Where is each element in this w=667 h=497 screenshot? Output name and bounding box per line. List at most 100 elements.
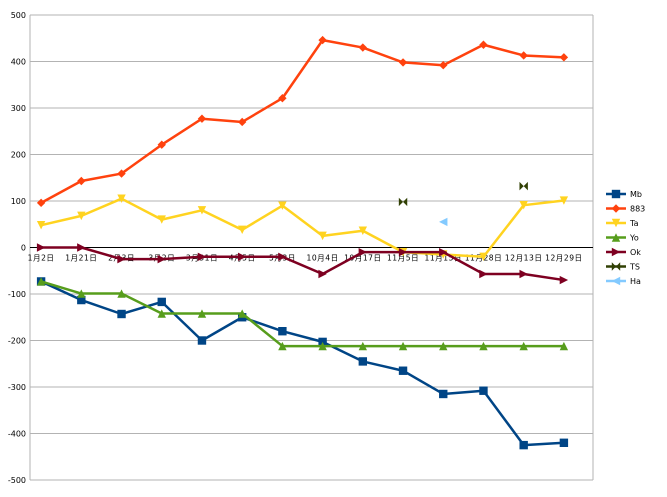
legend-label: Ok: [630, 248, 641, 257]
series-ts: [398, 181, 528, 207]
point-marker: [157, 140, 166, 149]
point-marker: [157, 297, 166, 307]
point-marker: [398, 58, 408, 67]
y-tick-label: -200: [8, 337, 26, 346]
series: [36, 35, 569, 450]
point-marker: [237, 117, 247, 127]
point-marker: [77, 295, 86, 305]
point-marker: [278, 327, 287, 336]
legend-label: Yo: [629, 234, 639, 243]
point-marker: [197, 206, 207, 215]
point-marker: [77, 211, 86, 221]
point-marker: [77, 289, 86, 298]
legend-item: 883: [606, 204, 645, 214]
point-marker: [278, 201, 287, 210]
series-ha: [439, 217, 448, 227]
point-marker: [479, 269, 488, 279]
point-marker: [358, 247, 368, 257]
point-marker: [358, 357, 368, 366]
point-marker: [237, 252, 247, 261]
point-marker: [36, 277, 46, 286]
legend-label: Ta: [629, 219, 639, 228]
legend-swatch-marker: [611, 189, 621, 199]
x-tick-label: 12月29日: [545, 254, 583, 263]
point-marker: [559, 341, 569, 351]
point-marker: [117, 309, 126, 319]
point-marker: [398, 197, 408, 207]
legend-label: TS: [629, 263, 640, 272]
point-marker: [318, 35, 327, 45]
series-ta: [36, 194, 569, 261]
point-marker: [157, 254, 166, 264]
y-tick-label: 200: [11, 151, 26, 160]
point-marker: [117, 194, 126, 203]
y-tick-label: 300: [11, 104, 26, 113]
point-marker: [479, 386, 488, 395]
legend-item: Mb: [606, 189, 642, 199]
point-marker: [519, 341, 528, 351]
point-marker: [117, 254, 126, 264]
legend: Mb 883 Ta Yo Ok TS Ha: [606, 189, 645, 286]
legend-label: 883: [630, 205, 645, 214]
point-marker: [439, 217, 448, 227]
legend-label: Mb: [630, 190, 642, 199]
legend-item: Ta: [606, 218, 639, 228]
axes: -500 -400 -300 -200 -100 0 100 200 300 400 500 1月2日…: [8, 11, 593, 485]
y-tick-label: -300: [8, 383, 26, 392]
point-marker: [358, 226, 368, 235]
point-marker: [439, 61, 448, 70]
series-883: [36, 35, 569, 208]
point-marker: [318, 269, 327, 279]
y-tick-label: 400: [11, 58, 26, 67]
point-marker: [358, 43, 368, 52]
y-tick-label: 0: [21, 244, 26, 253]
point-marker: [559, 275, 569, 285]
point-marker: [479, 40, 488, 49]
point-marker: [157, 215, 166, 224]
point-marker: [278, 252, 287, 261]
point-marker: [197, 252, 207, 261]
point-marker: [439, 247, 448, 257]
series-line: [40, 280, 564, 447]
point-marker: [197, 114, 207, 123]
point-marker: [559, 438, 569, 447]
point-marker: [559, 53, 569, 62]
point-marker: [398, 366, 408, 375]
series-yo: [36, 277, 569, 351]
x-tick-label: 1月2日: [28, 254, 55, 263]
legend-swatch-marker: [611, 204, 621, 213]
x-tick-label: 1月21日: [65, 254, 97, 263]
point-marker: [398, 341, 408, 351]
point-marker: [117, 289, 126, 298]
legend-swatch-marker: [611, 276, 621, 286]
y-tick-label: -400: [8, 430, 26, 439]
point-marker: [36, 198, 46, 208]
x-tick-label: 11月5日: [387, 254, 419, 263]
series-mb: [36, 277, 569, 450]
legend-item: Yo: [606, 233, 639, 243]
point-marker: [197, 309, 207, 318]
legend-item: TS: [606, 262, 640, 272]
y-tick-label: -100: [8, 290, 26, 299]
x-tick-label: 12月13日: [505, 254, 543, 263]
point-marker: [36, 243, 46, 252]
series-line: [41, 246, 565, 282]
y-tick-label: 500: [11, 11, 26, 20]
point-marker: [237, 309, 247, 318]
legend-item: Ok: [606, 247, 641, 257]
point-marker: [278, 94, 287, 103]
point-marker: [439, 389, 448, 399]
point-marker: [36, 220, 46, 230]
point-marker: [117, 169, 126, 178]
point-marker: [318, 341, 327, 351]
point-marker: [77, 176, 86, 186]
point-marker: [439, 341, 448, 351]
point-marker: [197, 336, 207, 345]
point-marker: [519, 200, 528, 210]
y-tick-label: 100: [11, 197, 26, 206]
point-marker: [479, 252, 488, 261]
point-marker: [479, 341, 488, 351]
point-marker: [157, 309, 166, 318]
